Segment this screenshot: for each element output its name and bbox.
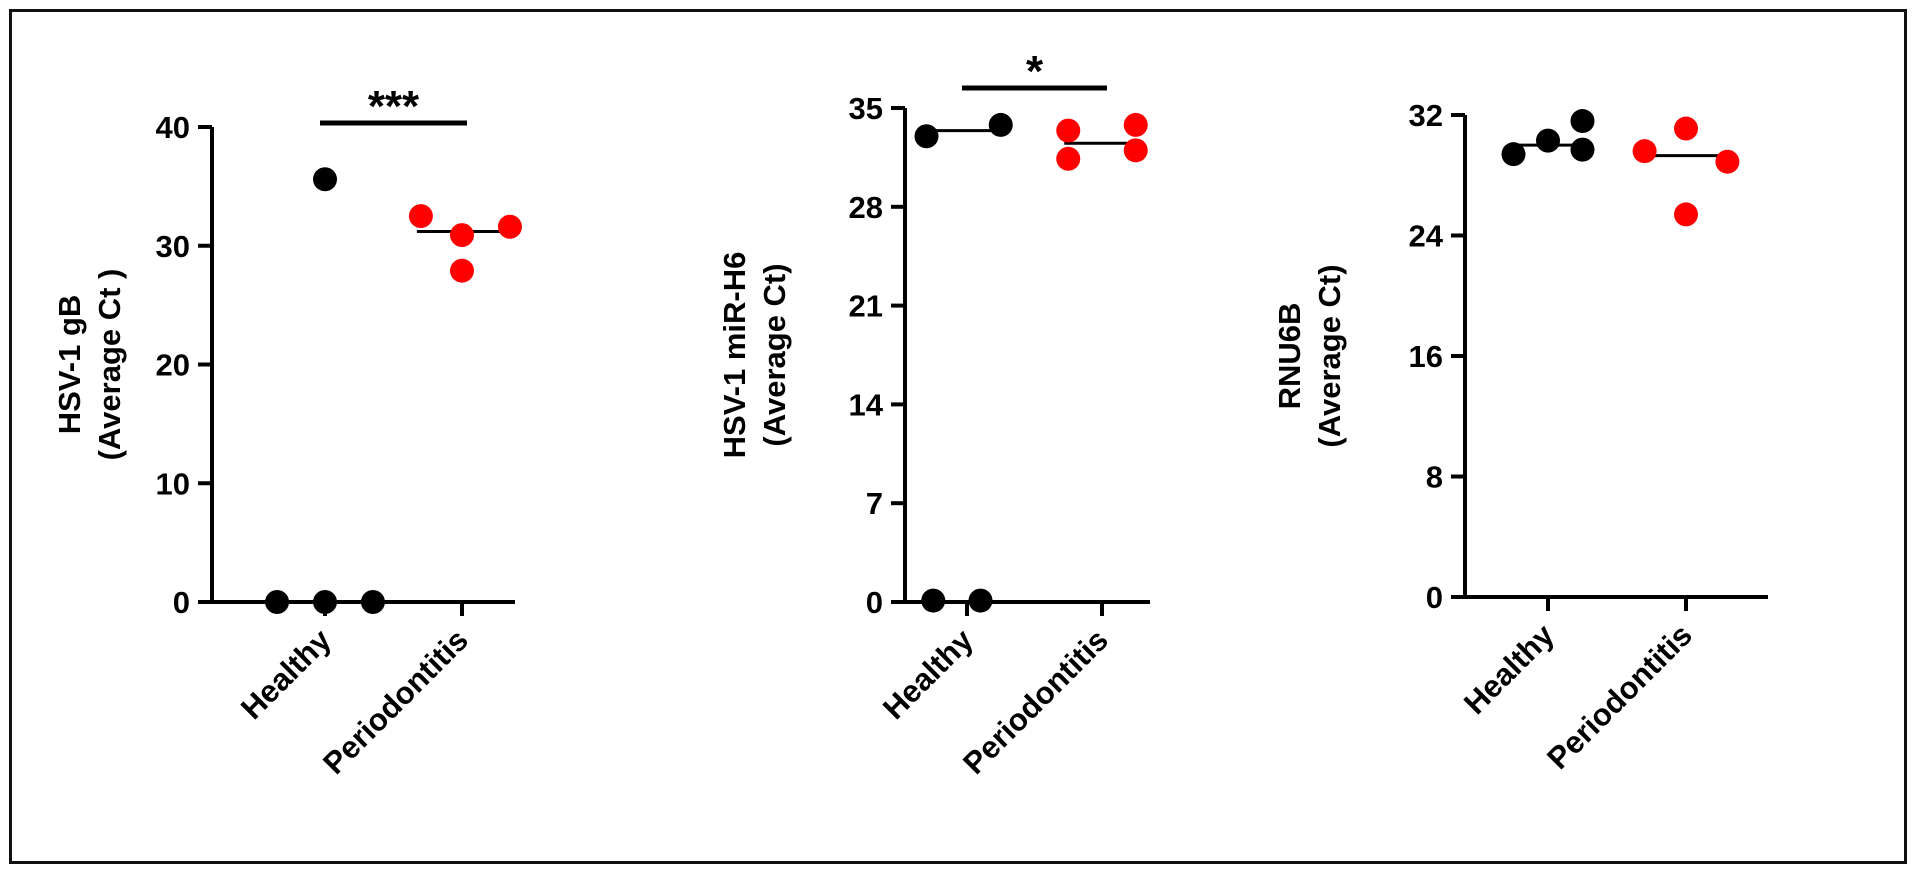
y-tick-label: 35 — [849, 91, 883, 126]
y-axis-title-line2: (Average Ct ) — [92, 269, 127, 461]
data-point — [1570, 137, 1595, 162]
y-tick-label: 20 — [156, 348, 190, 383]
y-tick-label: 8 — [1426, 460, 1443, 495]
data-point — [265, 590, 290, 614]
data-point — [1501, 142, 1526, 167]
x-category-label: Periodontitis — [1540, 617, 1699, 776]
y-axis-title-line2: (Average Ct) — [757, 263, 792, 446]
data-point — [968, 588, 993, 613]
y-axis-title-line1: HSV-1 miR-H6 — [717, 252, 752, 459]
data-point — [450, 258, 474, 283]
x-category-label: Healthy — [876, 622, 980, 726]
data-point — [1123, 112, 1148, 137]
y-tick-label: 28 — [849, 190, 883, 225]
data-point — [1674, 202, 1698, 227]
y-axis-title-line2: (Average Ct) — [1312, 264, 1347, 447]
data-point — [450, 223, 474, 248]
x-category-label: Healthy — [1457, 617, 1561, 721]
y-tick-label: 40 — [156, 110, 190, 145]
significance-label: * — [1026, 47, 1044, 96]
data-point — [1056, 146, 1081, 171]
y-tick-label: 16 — [1409, 339, 1443, 374]
x-category-label: Periodontitis — [316, 622, 475, 781]
data-point — [1570, 109, 1595, 134]
y-tick-label: 32 — [1409, 98, 1443, 133]
y-tick-label: 0 — [173, 585, 190, 620]
x-category-label: Healthy — [234, 622, 338, 726]
y-tick-label: 30 — [156, 229, 190, 264]
data-point — [1632, 139, 1657, 164]
y-tick-label: 7 — [866, 486, 883, 521]
y-axis-title-line1: HSV-1 gB — [52, 295, 87, 435]
data-point — [914, 124, 939, 149]
data-point — [1056, 118, 1081, 143]
data-point — [360, 590, 385, 614]
y-tick-label: 21 — [849, 289, 883, 324]
y-tick-label: 0 — [1426, 580, 1443, 615]
y-tick-label: 14 — [849, 387, 884, 422]
data-point — [1715, 149, 1740, 174]
data-point — [313, 590, 337, 614]
y-axis-title-line1: RNU6B — [1272, 303, 1307, 410]
y-tick-label: 10 — [156, 466, 190, 501]
data-point — [313, 167, 337, 192]
data-point — [408, 204, 433, 229]
figure-frame — [9, 9, 1907, 864]
data-point — [1123, 138, 1148, 163]
data-point — [1674, 116, 1698, 141]
significance-label: *** — [368, 82, 420, 131]
data-point — [921, 588, 946, 613]
x-category-label: Periodontitis — [956, 622, 1115, 781]
y-tick-label: 24 — [1409, 219, 1444, 254]
data-point — [988, 112, 1013, 137]
data-point — [497, 214, 522, 239]
data-point — [1536, 128, 1560, 153]
y-tick-label: 0 — [866, 585, 883, 620]
